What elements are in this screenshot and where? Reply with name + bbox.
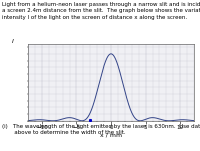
X-axis label: x / mm: x / mm (100, 132, 122, 137)
Text: (i)   The wavelength of the light emitted by the laser is 630nm.  Use data from : (i) The wavelength of the light emitted … (2, 124, 200, 135)
Text: I: I (12, 39, 14, 44)
Text: Light from a helium-neon laser passes through a narrow slit and is incident on
a: Light from a helium-neon laser passes th… (2, 2, 200, 20)
